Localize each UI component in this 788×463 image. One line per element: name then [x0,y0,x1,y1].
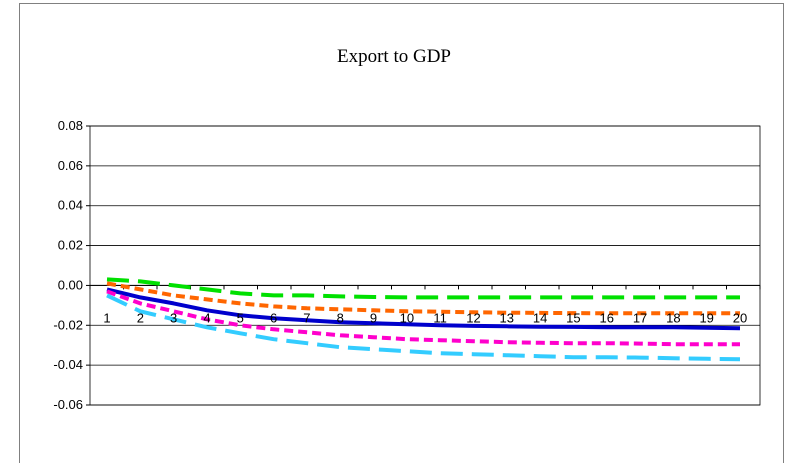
y-tick-label: -0.02 [53,317,83,332]
x-tick-label: 6 [270,310,277,325]
x-tick-label: 13 [500,310,514,325]
y-tick-label: 0.08 [58,118,83,133]
x-tick-label: 2 [137,310,144,325]
x-tick-label: 17 [633,310,647,325]
x-tick-label: 11 [433,310,447,325]
plot-border [90,126,760,405]
y-tick-labels: 0.08 0.06 0.04 0.02 0.00 -0.02 -0.04 -0.06 [53,118,83,412]
x-tick-label: 10 [400,310,414,325]
series-line [107,279,740,297]
y-tick-label: 0.00 [58,277,83,292]
y-tick-label: 0.02 [58,238,83,253]
x-tick-label: 7 [303,310,310,325]
grid-lines [90,126,760,405]
x-tick-label: 18 [666,310,680,325]
x-tick-label: 3 [170,310,177,325]
x-tick-label: 14 [533,310,547,325]
y-tick-label: -0.06 [53,397,83,412]
y-tick-label: 0.04 [58,198,83,213]
x-tick-label: 4 [203,310,210,325]
y-tick-label: -0.04 [53,357,83,372]
x-tick-label: 15 [566,310,580,325]
x-tick-label: 8 [337,310,344,325]
x-tick-label: 5 [237,310,244,325]
x-tick-label: 20 [733,310,747,325]
x-tick-label: 12 [466,310,480,325]
y-tick-label: 0.06 [58,158,83,173]
x-tick-label: 9 [370,310,377,325]
x-tick-label: 19 [699,310,713,325]
x-tick-label: 16 [600,310,614,325]
axes [86,126,760,405]
x-tick-label: 1 [103,310,110,325]
